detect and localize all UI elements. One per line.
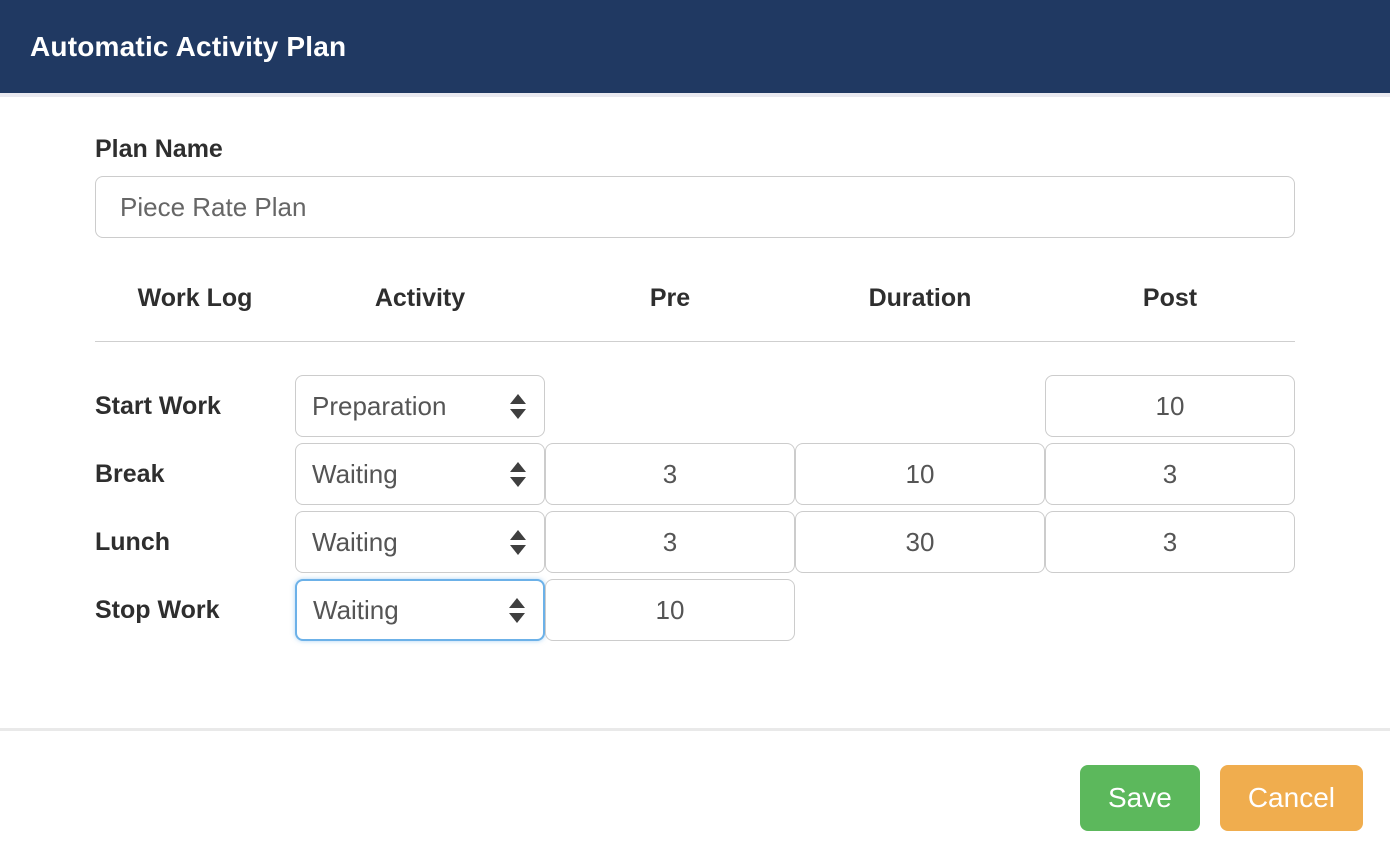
column-header-post: Post (1142, 284, 1198, 312)
save-button[interactable]: Save (1080, 765, 1200, 831)
activity-select-lunch[interactable]: Waiting (295, 511, 545, 573)
duration-input-break[interactable] (795, 443, 1045, 505)
dialog-footer: Save Cancel (0, 728, 1390, 854)
activity-select-value: Waiting (312, 526, 398, 557)
dialog-header: Automatic Activity Plan (0, 0, 1390, 97)
column-header-pre: Pre (649, 284, 691, 312)
row-label-stop-work: Stop Work (95, 595, 220, 624)
activity-select-value: Waiting (312, 458, 398, 489)
pre-input-lunch[interactable] (545, 511, 795, 573)
post-input-lunch[interactable] (1045, 511, 1295, 573)
table-row-start-work: Start Work Preparation (95, 375, 1295, 437)
column-header-activity: Activity (374, 284, 466, 312)
select-updown-icon (509, 597, 525, 623)
cancel-button[interactable]: Cancel (1219, 765, 1363, 831)
table-row-break: Break Waiting (95, 443, 1295, 505)
select-updown-icon (510, 393, 526, 419)
column-header-duration: Duration (868, 284, 972, 312)
post-input-break[interactable] (1045, 443, 1295, 505)
pre-input-break[interactable] (545, 443, 795, 505)
row-label-break: Break (95, 459, 165, 488)
select-updown-icon (510, 529, 526, 555)
activity-plan-table: Work Log Activity Pre Duration Post Star… (95, 284, 1295, 641)
table-body: Start Work Preparation Break (95, 375, 1295, 641)
post-input-start-work[interactable] (1045, 375, 1295, 437)
table-row-stop-work: Stop Work Waiting (95, 579, 1295, 641)
table-row-lunch: Lunch Waiting (95, 511, 1295, 573)
table-header-row: Work Log Activity Pre Duration Post (95, 284, 1295, 342)
activity-select-start-work[interactable]: Preparation (295, 375, 545, 437)
activity-select-break[interactable]: Waiting (295, 443, 545, 505)
plan-name-label: Plan Name (95, 135, 223, 163)
activity-select-value: Waiting (313, 594, 399, 625)
dialog-body: Plan Name Work Log Activity Pre Duration… (0, 97, 1390, 641)
empty-cell (1045, 579, 1295, 641)
row-label-start-work: Start Work (95, 391, 221, 420)
empty-cell (795, 375, 1045, 437)
empty-cell (545, 375, 795, 437)
dialog-title: Automatic Activity Plan (30, 30, 347, 62)
empty-cell (795, 579, 1045, 641)
select-updown-icon (510, 461, 526, 487)
pre-input-stop-work[interactable] (545, 579, 795, 641)
duration-input-lunch[interactable] (795, 511, 1045, 573)
activity-select-value: Preparation (312, 390, 447, 421)
plan-name-input[interactable] (95, 176, 1295, 238)
column-header-work-log: Work Log (137, 284, 253, 312)
activity-select-stop-work[interactable]: Waiting (295, 579, 545, 641)
row-label-lunch: Lunch (95, 527, 170, 556)
